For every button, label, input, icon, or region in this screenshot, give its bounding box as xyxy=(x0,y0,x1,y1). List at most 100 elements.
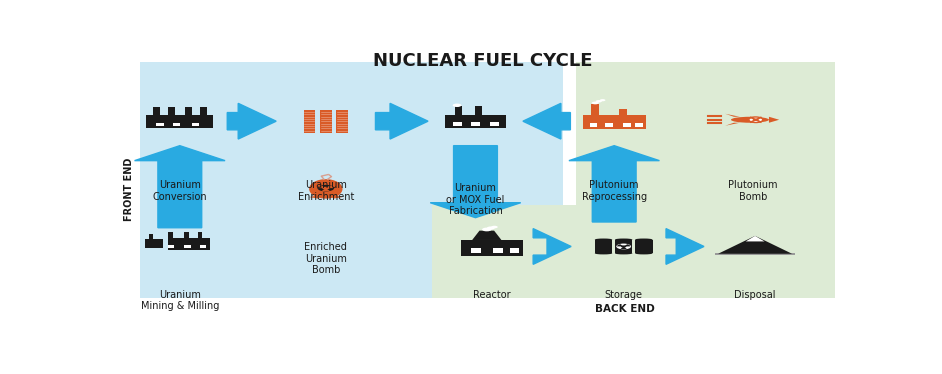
Polygon shape xyxy=(624,244,630,246)
Polygon shape xyxy=(135,146,225,228)
Bar xyxy=(168,107,175,115)
Circle shape xyxy=(491,226,497,228)
Bar xyxy=(185,245,191,248)
Polygon shape xyxy=(725,123,739,126)
Bar xyxy=(615,240,632,253)
Polygon shape xyxy=(326,186,333,188)
Bar xyxy=(168,245,174,248)
Circle shape xyxy=(592,102,599,104)
Bar xyxy=(169,232,173,238)
Circle shape xyxy=(317,185,334,191)
Polygon shape xyxy=(322,188,330,191)
Ellipse shape xyxy=(615,239,632,240)
Bar xyxy=(153,107,159,115)
Bar xyxy=(715,253,795,255)
Polygon shape xyxy=(472,231,501,240)
Bar xyxy=(620,109,627,115)
Text: Uranium
Conversion: Uranium Conversion xyxy=(153,180,207,202)
Ellipse shape xyxy=(635,239,653,240)
Text: FRONT END: FRONT END xyxy=(124,157,135,221)
Polygon shape xyxy=(718,236,792,254)
Text: Uranium
or MOX Fuel
Fabrication: Uranium or MOX Fuel Fabrication xyxy=(447,183,505,216)
Ellipse shape xyxy=(594,239,612,240)
Text: BACK END: BACK END xyxy=(595,304,655,314)
Bar xyxy=(590,123,597,127)
Bar xyxy=(185,107,191,115)
Circle shape xyxy=(322,187,330,190)
Text: Reactor: Reactor xyxy=(474,290,512,300)
Text: Disposal: Disposal xyxy=(735,290,776,300)
Circle shape xyxy=(600,99,606,101)
Bar xyxy=(490,122,498,126)
Bar xyxy=(320,110,332,133)
Text: Enriched
Uranium
Bomb: Enriched Uranium Bomb xyxy=(304,242,348,275)
Bar xyxy=(471,122,480,126)
Bar xyxy=(146,115,214,129)
Bar xyxy=(455,106,462,115)
Polygon shape xyxy=(227,103,276,139)
Text: Storage: Storage xyxy=(605,290,642,300)
Ellipse shape xyxy=(594,252,612,254)
Bar xyxy=(446,115,506,129)
Text: Uranium
Enrichment: Uranium Enrichment xyxy=(298,180,354,202)
Bar xyxy=(606,123,613,127)
Text: Plutonium
Reprocessing: Plutonium Reprocessing xyxy=(581,180,647,202)
Bar xyxy=(156,123,164,126)
Ellipse shape xyxy=(635,252,653,254)
Bar xyxy=(635,240,653,253)
Polygon shape xyxy=(523,103,571,139)
Bar xyxy=(149,234,154,239)
Bar xyxy=(583,115,645,129)
Bar xyxy=(462,240,524,256)
Polygon shape xyxy=(376,103,428,139)
Bar xyxy=(144,239,163,248)
Bar xyxy=(471,248,481,253)
Polygon shape xyxy=(769,117,779,123)
Bar xyxy=(453,122,462,126)
Polygon shape xyxy=(331,194,343,199)
Circle shape xyxy=(487,226,495,230)
Bar xyxy=(336,110,349,133)
Ellipse shape xyxy=(731,117,769,123)
Bar xyxy=(173,123,181,126)
Bar xyxy=(592,104,599,115)
Circle shape xyxy=(621,245,626,248)
Text: Plutonium
Bomb: Plutonium Bomb xyxy=(728,180,778,202)
Circle shape xyxy=(453,104,462,107)
Polygon shape xyxy=(666,229,704,264)
Circle shape xyxy=(753,119,758,121)
Circle shape xyxy=(482,228,492,232)
Ellipse shape xyxy=(615,252,632,254)
Bar xyxy=(198,232,203,238)
Polygon shape xyxy=(309,194,321,199)
Polygon shape xyxy=(533,229,571,264)
Bar xyxy=(431,205,836,298)
Circle shape xyxy=(749,117,763,123)
Polygon shape xyxy=(317,186,326,188)
Bar xyxy=(200,107,206,115)
Polygon shape xyxy=(569,146,659,222)
Polygon shape xyxy=(725,114,739,117)
Bar xyxy=(594,240,612,253)
Polygon shape xyxy=(746,236,765,242)
Circle shape xyxy=(616,243,631,249)
Circle shape xyxy=(595,100,602,102)
Bar xyxy=(623,123,630,127)
Bar xyxy=(303,110,316,133)
Bar xyxy=(168,238,210,250)
Bar xyxy=(476,106,482,115)
Text: Uranium
Mining & Milling: Uranium Mining & Milling xyxy=(140,290,219,311)
Ellipse shape xyxy=(309,179,343,199)
Bar xyxy=(510,248,519,253)
Bar xyxy=(191,123,199,126)
Bar xyxy=(139,62,563,298)
Polygon shape xyxy=(621,246,626,249)
Bar xyxy=(184,232,188,238)
Polygon shape xyxy=(430,146,521,218)
Bar xyxy=(200,245,206,248)
Bar xyxy=(577,62,836,206)
Bar xyxy=(494,248,503,253)
Polygon shape xyxy=(617,244,624,246)
Bar xyxy=(635,123,643,127)
Text: NUCLEAR FUEL CYCLE: NUCLEAR FUEL CYCLE xyxy=(373,52,593,70)
